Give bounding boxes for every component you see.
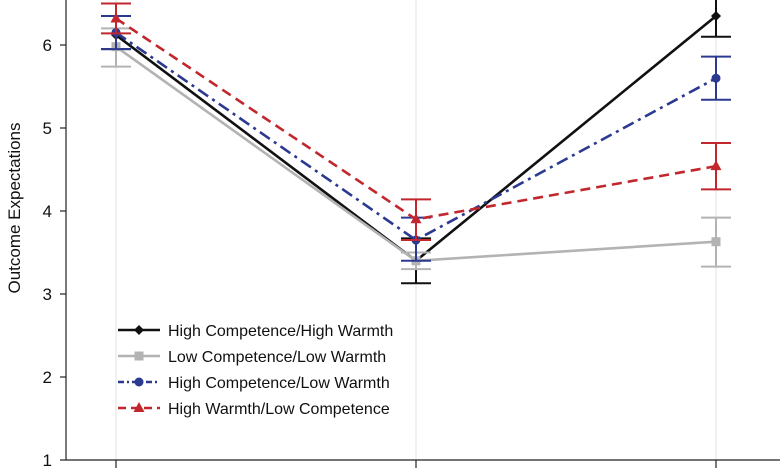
legend: High Competence/High Warmth Low Competenc… [118,323,393,418]
data-point-square-marker [711,237,721,247]
series-line [115,31,717,242]
legend-item: Low Competence/Low Warmth [118,349,386,366]
y-tick-label: 6 [43,36,52,55]
y-tick-label: 4 [43,202,52,221]
data-point-circle-marker [711,73,721,83]
data-point-triangle-marker [410,213,422,224]
data-point-triangle-marker [133,402,145,412]
data-point-diamond-marker [711,10,721,21]
data-point-diamond-marker [134,325,144,335]
y-axis-title: Outcome Expectations [5,122,24,293]
legend-item: High Competence/Low Warmth [118,375,390,392]
y-axis: 1 2 3 4 5 6 [43,0,67,470]
y-tick-label: 1 [43,451,52,470]
series-layer [101,0,731,285]
legend-label: High Warmth/Low Competence [168,401,390,418]
legend-label: High Competence/Low Warmth [168,375,390,392]
data-point-square-marker [134,351,144,361]
y-tick-label: 3 [43,285,52,304]
legend-item: High Warmth/Low Competence [118,401,390,418]
data-point-triangle-marker [110,12,122,23]
data-point-triangle-marker [710,160,722,171]
series-4 [101,2,731,242]
data-point-circle-marker [134,377,144,387]
legend-label: Low Competence/Low Warmth [168,349,386,366]
legend-label: High Competence/High Warmth [168,323,393,340]
y-tick-label: 2 [43,368,52,387]
y-tick-label: 5 [43,119,52,138]
x-axis [66,459,780,468]
legend-item: High Competence/High Warmth [118,323,393,340]
